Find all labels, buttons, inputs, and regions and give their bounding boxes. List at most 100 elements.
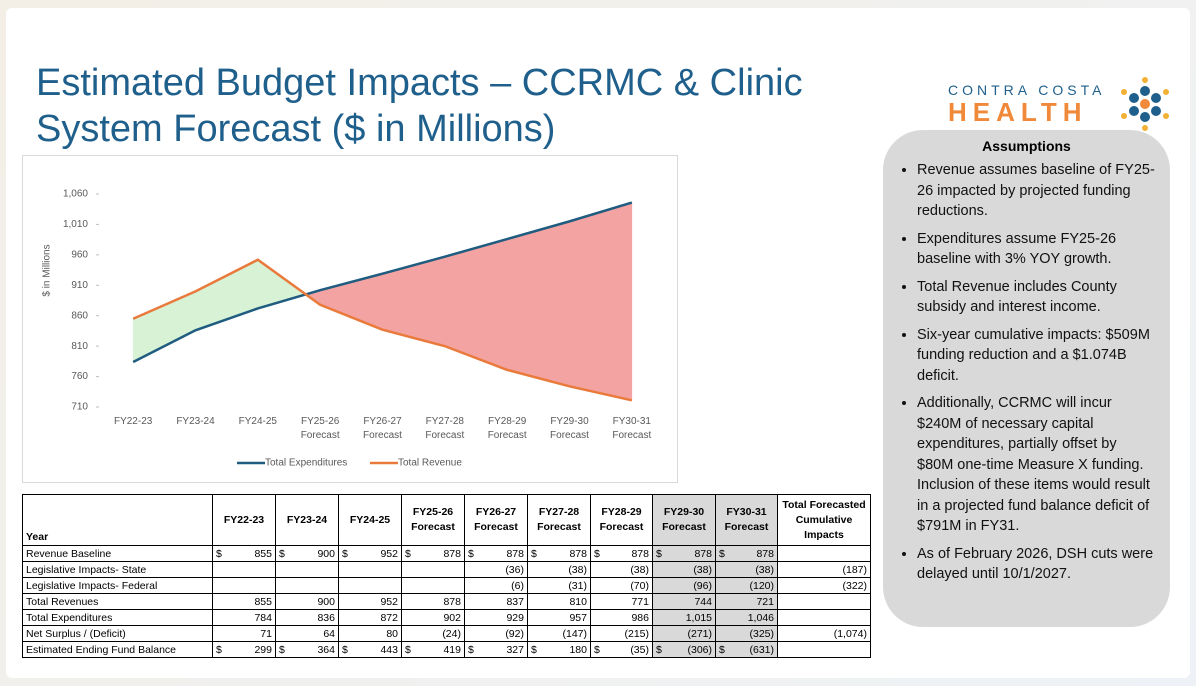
row-label: Estimated Ending Fund Balance [22, 641, 213, 658]
currency-sign: $ [468, 547, 474, 560]
logo-line: CONTRA COSTA [948, 82, 1106, 98]
cell-value: 419 [443, 643, 461, 656]
table-cell [212, 577, 276, 594]
currency-sign: $ [216, 547, 222, 560]
table-cell: 872 [338, 609, 402, 626]
table-cell: $419 [401, 641, 465, 658]
currency-sign: $ [342, 547, 348, 560]
slide-title: Estimated Budget Impacts – CCRMC & Clini… [36, 62, 803, 150]
cell-value: (96) [693, 579, 712, 592]
table-cell: 836 [275, 609, 339, 626]
table-cell: 900 [275, 593, 339, 610]
cell-value: (70) [630, 579, 649, 592]
table-cell: $878 [715, 545, 778, 562]
table-cell: (38) [527, 561, 591, 578]
cell-value: (147) [562, 627, 587, 640]
logo: CONTRA COSTA HEALTH [948, 74, 1175, 134]
cell-value: 837 [506, 595, 524, 608]
logo-icon [1121, 77, 1170, 131]
table-row: Legislative Impacts- State (36) (38) (38) (3… [22, 561, 871, 578]
chart-svg: $ in Millions 710 760 810 860 910 960 1,010 1,06… [42, 189, 633, 469]
cell-value: 180 [569, 643, 587, 656]
series-line [132, 201, 633, 364]
y-axis-label: $ in Millions [42, 244, 53, 296]
table-cell: $299 [212, 641, 276, 658]
assumption-item: As of February 2026, DSH cuts were delay… [917, 544, 1156, 585]
cell-value: 957 [569, 611, 587, 624]
assumptions-list: Revenue assumes baseline of FY25-26 impa… [883, 160, 1170, 585]
table-row: Legislative Impacts- Federal (6) (31) (70) (… [22, 577, 871, 594]
gap-area [132, 290, 196, 363]
assumption-item: Additionally, CCRMC will incur $240M of … [917, 393, 1156, 537]
legend-label: Total Revenue [398, 458, 462, 469]
cell-value: (306) [687, 643, 712, 656]
y-tick-label: 860 [71, 310, 88, 321]
x-tick-label: FY28-29 Forecast [487, 416, 527, 441]
column-header: FY30-31 Forecast [715, 494, 778, 546]
column-header: Year [22, 494, 213, 546]
cell-value: (24) [442, 627, 461, 640]
cell-value: 364 [317, 643, 335, 656]
currency-sign: $ [594, 643, 600, 656]
cell-value: 952 [380, 595, 398, 608]
table-cell: (6) [464, 577, 528, 594]
assumption-item: Expenditures assume FY25-26 baseline wit… [917, 229, 1156, 270]
cell-value: 71 [260, 627, 272, 640]
gap-area [506, 220, 570, 387]
cell-value: (38) [693, 563, 712, 576]
column-header: FY26-27 Forecast [464, 494, 528, 546]
table-cell: (92) [464, 625, 528, 642]
cell-value: (36) [505, 563, 524, 576]
y-tick-label: 760 [71, 371, 88, 382]
y-tick-label: 960 [71, 249, 88, 260]
y-tick-label: 1,060 [63, 189, 88, 200]
cell-value: 771 [631, 595, 649, 608]
row-label: Total Revenues [22, 593, 213, 610]
cell-value: 900 [317, 595, 335, 608]
table-cell: 1,046 [715, 609, 778, 626]
table-cell: 71 [212, 625, 276, 642]
table-cell: 902 [401, 609, 465, 626]
cell-value: (31) [568, 579, 587, 592]
cell-value: (38) [568, 563, 587, 576]
table-cell [212, 561, 276, 578]
currency-sign: $ [656, 643, 662, 656]
table-cell: $364 [275, 641, 339, 658]
table-cell [338, 577, 402, 594]
table-cell [401, 561, 465, 578]
cell-value: (271) [687, 627, 712, 640]
cell-value: (38) [755, 563, 774, 576]
table-row: Total Expenditures 784 836 872 902 929 957 986 1… [22, 609, 871, 626]
currency-sign: $ [279, 643, 285, 656]
table-cell: 837 [464, 593, 528, 610]
logo-line: HEALTH [948, 97, 1088, 127]
table-cell [401, 577, 465, 594]
cell-value: 878 [569, 547, 587, 560]
cell-value: (120) [749, 579, 774, 592]
assumptions-title: Assumptions [982, 138, 1071, 154]
table-cell: (24) [401, 625, 465, 642]
row-label: Revenue Baseline [22, 545, 213, 562]
cell-value: (6) [511, 579, 524, 592]
y-tick-label: 1,010 [63, 219, 88, 230]
table-cell: 64 [275, 625, 339, 642]
table-cell: $878 [590, 545, 653, 562]
table-cell: $952 [338, 545, 402, 562]
cell-value: (38) [630, 563, 649, 576]
x-tick-label: FY23-24 [176, 416, 215, 427]
table-row: Net Surplus / (Deficit) 71 64 80 (24) (92) (14… [22, 625, 871, 642]
currency-sign: $ [216, 643, 222, 656]
cell-value: 878 [443, 595, 461, 608]
table-cell: 986 [590, 609, 653, 626]
cell-value: 878 [694, 547, 712, 560]
cell-value: 721 [756, 595, 774, 608]
x-tick-label: FY22-23 [113, 416, 153, 427]
table-cell: 80 [338, 625, 402, 642]
table-cell: (1,074) [777, 625, 871, 642]
table-cell: $878 [401, 545, 465, 562]
table-cell: (215) [590, 625, 653, 642]
table-row: Revenue Baseline $855 $900 $952 $878 $878 $878… [22, 545, 871, 562]
column-header: FY22-23 [212, 494, 276, 546]
table-cell: (31) [527, 577, 591, 594]
